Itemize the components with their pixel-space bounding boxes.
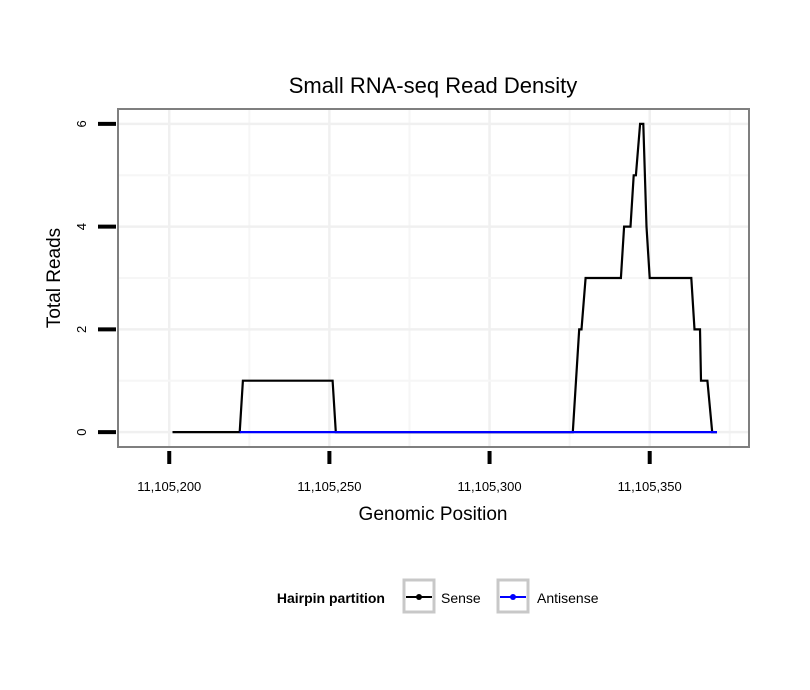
y-tick-label: 2 [74,326,89,333]
legend-label-antisense: Antisense [537,590,599,606]
y-axis: 0 2 4 6 [74,120,116,436]
legend-item-antisense: Antisense [496,578,599,614]
legend-item-sense: Sense [402,578,481,614]
legend-marker-sense [416,594,422,600]
x-tick-label: 11,105,200 [137,479,201,494]
legend-key-antisense [496,578,530,614]
y-axis-label: Total Reads [44,228,65,328]
legend-marker-antisense [510,594,516,600]
legend-title: Hairpin partition [277,590,385,606]
y-tick-label: 6 [74,120,89,127]
y-tick-label: 0 [74,428,89,435]
x-tick-label: 11,105,250 [297,479,361,494]
legend-key-sense [402,578,436,614]
x-axis-label: Genomic Position [359,504,508,525]
x-tick-label: 11,105,350 [618,479,682,494]
y-tick-label: 4 [74,223,89,230]
series-layer [172,122,717,434]
x-tick-label: 11,105,300 [457,479,521,494]
chart-title: Small RNA-seq Read Density [289,73,578,98]
plot-border [117,108,750,448]
legend-label-sense: Sense [441,590,481,606]
x-axis: 11,105,200 11,105,250 11,105,300 11,105,350 [137,451,682,494]
legend: Hairpin partition Sense Antisense [277,578,599,614]
